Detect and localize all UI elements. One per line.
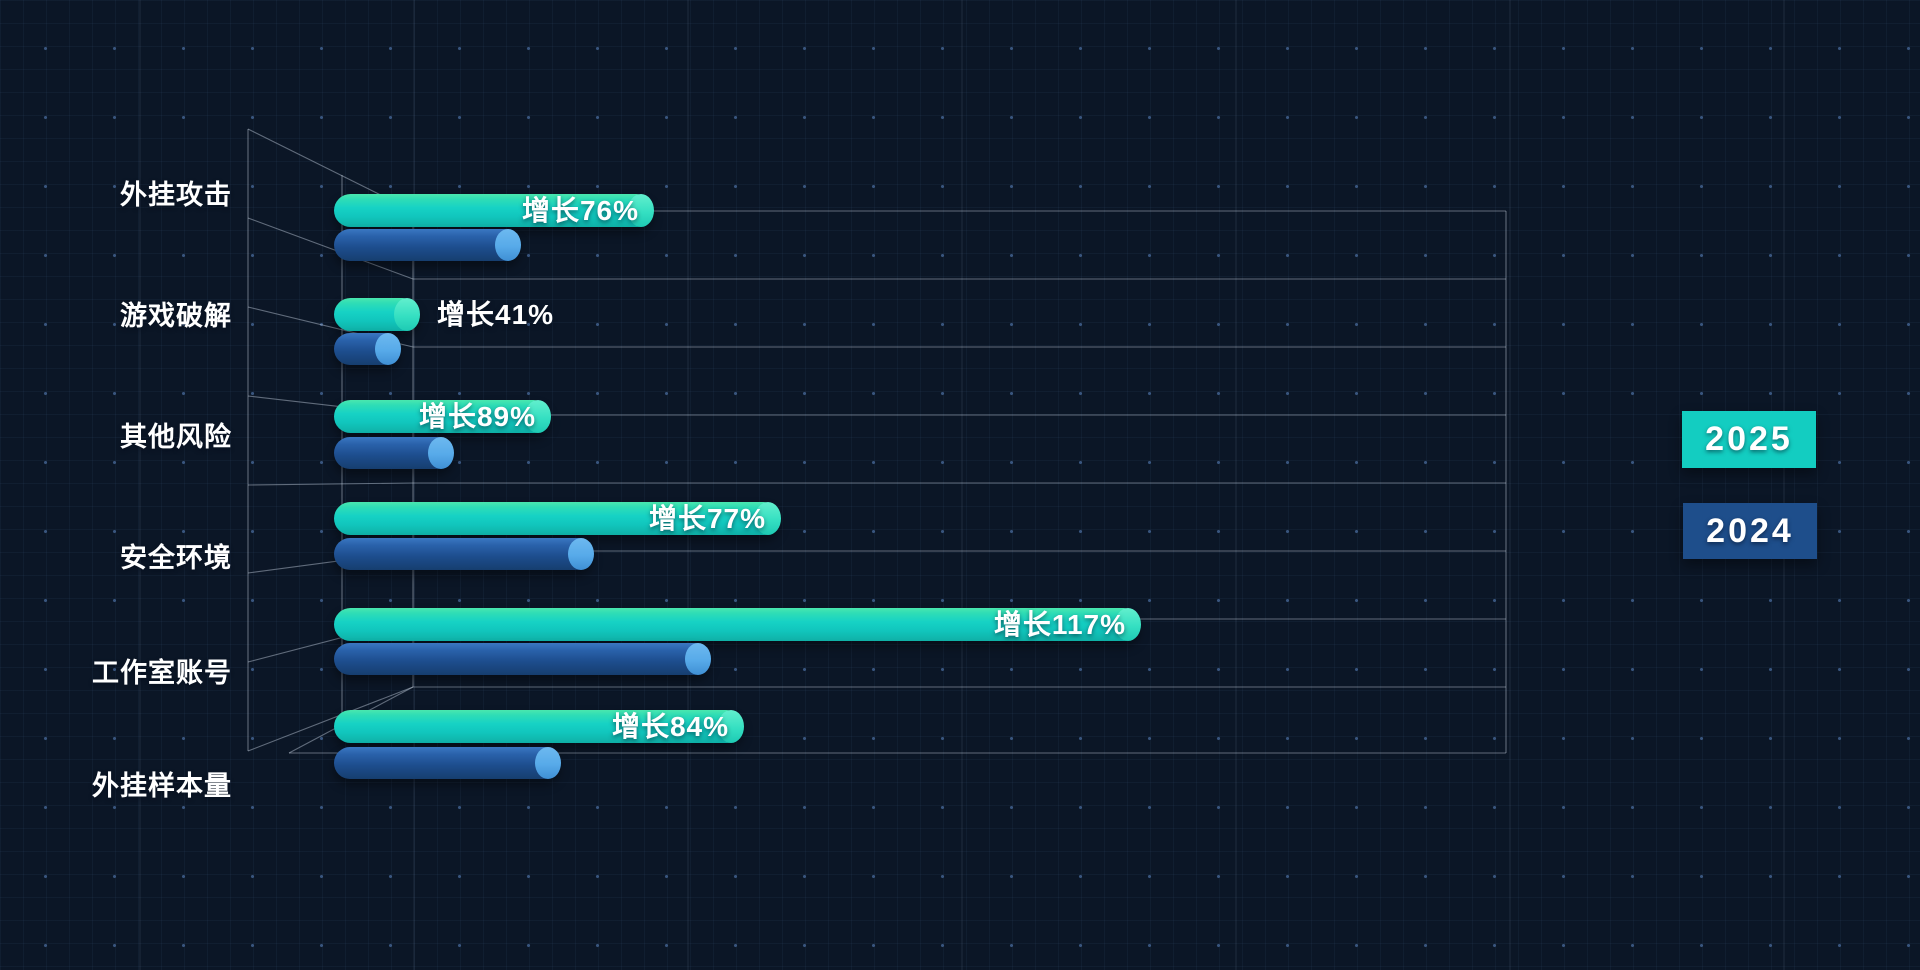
growth-label: 增长41% <box>437 299 555 330</box>
bar-2025 <box>334 194 654 227</box>
bar-2024 <box>334 333 401 365</box>
bar-2024-end-cap <box>495 229 521 261</box>
growth-label: 增长89% <box>418 401 536 432</box>
bar-2025 <box>334 608 1141 641</box>
bar-2025 <box>334 298 420 331</box>
legend-item-2024[interactable]: 2024 <box>1683 503 1817 559</box>
bar-2025 <box>334 502 781 535</box>
bar-2025-end-cap <box>525 400 551 433</box>
bar-2024-end-cap <box>568 538 594 570</box>
bar-2024 <box>334 538 594 570</box>
category-label: 其他风险 <box>120 422 232 452</box>
bar-2024-end-cap <box>375 333 401 365</box>
growth-label: 增长77% <box>648 503 766 534</box>
bar-2024-end-cap <box>535 747 561 779</box>
bar-2024-end-cap <box>685 643 711 675</box>
legend-item-2025[interactable]: 2025 <box>1682 411 1816 468</box>
bar-2025-end-cap <box>628 194 654 227</box>
bar-2024 <box>334 437 454 469</box>
bar-2025 <box>334 400 551 433</box>
category-label: 外挂攻击 <box>120 180 232 210</box>
bar-2024 <box>334 747 561 779</box>
bar-2025-end-cap <box>755 502 781 535</box>
bar-2024 <box>334 229 521 261</box>
bar-2024-end-cap <box>428 437 454 469</box>
category-label: 外挂样本量 <box>92 771 232 801</box>
growth-label: 增长84% <box>611 711 729 742</box>
growth-label: 增长76% <box>521 195 639 226</box>
category-label: 游戏破解 <box>120 301 232 331</box>
bar-2024 <box>334 643 711 675</box>
bar-2025 <box>334 710 744 743</box>
bar-2025-end-cap <box>1115 608 1141 641</box>
bar-2025-end-cap <box>394 298 420 331</box>
category-label: 安全环境 <box>120 543 232 573</box>
growth-label: 增长117% <box>993 609 1126 640</box>
bar-2025-end-cap <box>718 710 744 743</box>
category-label: 工作室账号 <box>92 658 232 688</box>
